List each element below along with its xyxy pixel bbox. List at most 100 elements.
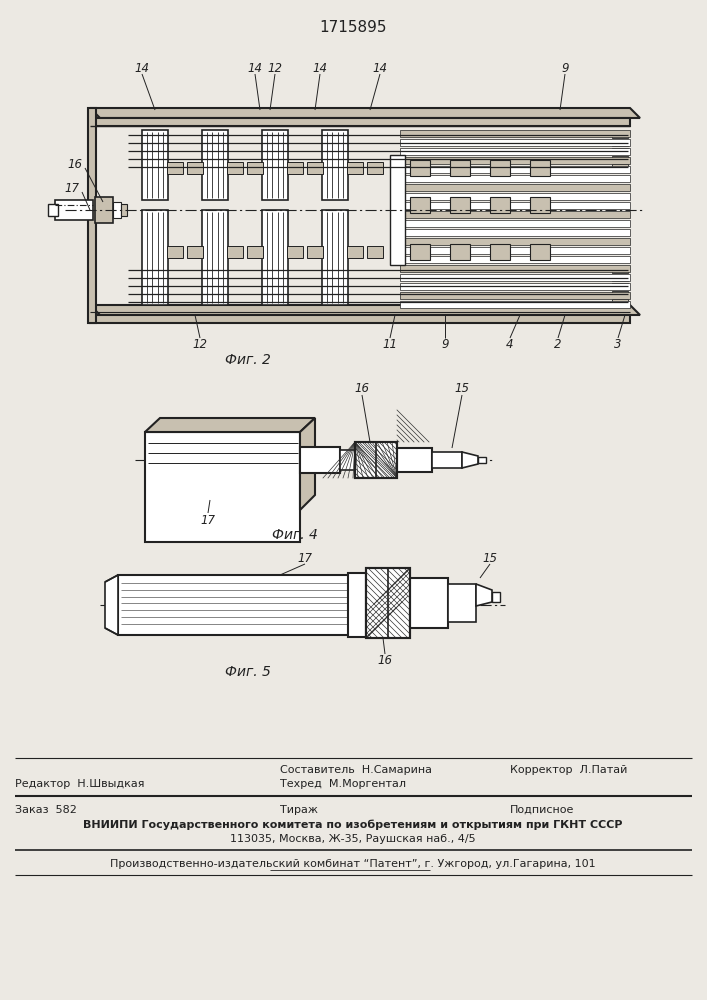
Bar: [612, 148, 628, 154]
Text: Заказ  582: Заказ 582: [15, 805, 77, 815]
Text: 113035, Москва, Ж-35, Раушская наб., 4/5: 113035, Москва, Ж-35, Раушская наб., 4/5: [230, 834, 476, 844]
Text: 15: 15: [482, 552, 498, 564]
Text: Редактор  Н.Швыдкая: Редактор Н.Швыдкая: [15, 779, 144, 789]
Bar: [612, 275, 628, 281]
Text: 17: 17: [201, 514, 216, 526]
Bar: [400, 184, 630, 191]
Bar: [90, 118, 630, 126]
Bar: [400, 265, 630, 272]
Bar: [530, 197, 550, 213]
Text: 3: 3: [614, 338, 621, 352]
Bar: [400, 247, 630, 254]
Text: 1715895: 1715895: [320, 20, 387, 35]
Text: 12: 12: [267, 62, 283, 75]
Text: 14: 14: [373, 62, 387, 75]
Text: 12: 12: [192, 338, 207, 352]
Text: Фиг. 5: Фиг. 5: [225, 665, 271, 679]
Bar: [167, 162, 183, 174]
Text: 16: 16: [67, 158, 83, 172]
Text: 2: 2: [554, 338, 562, 352]
Text: Корректор  Л.Патай: Корректор Л.Патай: [510, 765, 627, 775]
Text: 9: 9: [441, 338, 449, 352]
Bar: [355, 442, 397, 478]
Bar: [410, 197, 430, 213]
Bar: [490, 160, 510, 176]
Bar: [88, 108, 96, 323]
Bar: [612, 299, 628, 305]
Text: 9: 9: [561, 62, 568, 75]
Text: Тираж: Тираж: [280, 805, 318, 815]
Bar: [612, 140, 628, 146]
Polygon shape: [300, 418, 315, 510]
Bar: [113, 202, 121, 218]
Bar: [48, 204, 58, 216]
Bar: [348, 573, 366, 637]
Bar: [145, 432, 300, 542]
Bar: [367, 162, 383, 174]
Text: ВНИИПИ Государственного комитета по изобретениям и открытиям при ГКНТ СССР: ВНИИПИ Государственного комитета по изоб…: [83, 820, 623, 830]
Bar: [262, 210, 288, 305]
Bar: [400, 238, 630, 245]
Bar: [307, 162, 323, 174]
Bar: [490, 197, 510, 213]
Bar: [478, 457, 486, 463]
Bar: [187, 246, 203, 258]
Polygon shape: [145, 418, 315, 432]
Bar: [355, 442, 397, 478]
Bar: [530, 244, 550, 260]
Bar: [400, 211, 630, 218]
Bar: [247, 162, 263, 174]
Bar: [410, 244, 430, 260]
Bar: [202, 130, 228, 200]
Text: 17: 17: [64, 182, 79, 194]
Bar: [612, 132, 628, 138]
Bar: [247, 246, 263, 258]
Polygon shape: [90, 305, 640, 315]
Text: 16: 16: [354, 381, 370, 394]
Bar: [366, 568, 410, 638]
Bar: [347, 246, 363, 258]
Text: 15: 15: [455, 381, 469, 394]
Bar: [397, 448, 432, 472]
Text: Производственно-издательский комбинат “Патент”, г. Ужгород, ул.Гагарина, 101: Производственно-издательский комбинат “П…: [110, 859, 596, 869]
Polygon shape: [105, 575, 118, 635]
Bar: [612, 164, 628, 170]
Bar: [450, 160, 470, 176]
Bar: [187, 162, 203, 174]
Bar: [490, 244, 510, 260]
Bar: [340, 450, 355, 470]
Bar: [167, 246, 183, 258]
Bar: [287, 246, 303, 258]
Text: Техред  М.Моргентал: Техред М.Моргентал: [280, 779, 406, 789]
Bar: [400, 292, 630, 299]
Bar: [227, 162, 243, 174]
Bar: [400, 301, 630, 308]
Bar: [400, 193, 630, 200]
Bar: [262, 130, 288, 200]
Bar: [400, 157, 630, 164]
Bar: [400, 229, 630, 236]
Text: 14: 14: [134, 62, 149, 75]
Bar: [400, 220, 630, 227]
Bar: [287, 162, 303, 174]
Bar: [492, 592, 500, 602]
Text: Фиг. 2: Фиг. 2: [225, 353, 271, 367]
Bar: [448, 584, 476, 622]
Bar: [322, 130, 348, 200]
Bar: [612, 291, 628, 297]
Bar: [612, 267, 628, 273]
Bar: [55, 200, 93, 220]
Bar: [400, 283, 630, 290]
Text: Составитель  Н.Самарина: Составитель Н.Самарина: [280, 765, 432, 775]
Bar: [118, 575, 353, 635]
Bar: [400, 274, 630, 281]
Polygon shape: [462, 452, 478, 468]
Bar: [142, 130, 168, 200]
Bar: [410, 160, 430, 176]
Bar: [322, 210, 348, 305]
Text: 14: 14: [247, 62, 262, 75]
Bar: [227, 246, 243, 258]
Bar: [95, 197, 113, 223]
Polygon shape: [476, 584, 492, 606]
Bar: [400, 148, 630, 155]
